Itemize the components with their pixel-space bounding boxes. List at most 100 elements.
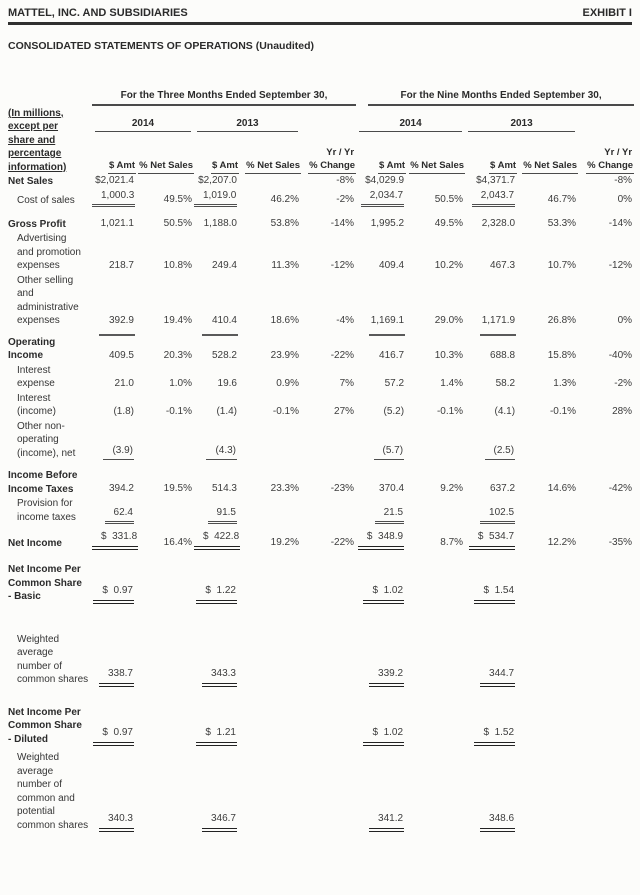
- value-cell: 62.4: [92, 497, 136, 525]
- value: -23%: [330, 483, 355, 494]
- value-cell: [406, 633, 465, 688]
- value: 53.8%: [270, 218, 299, 229]
- value: 343.3: [201, 667, 237, 687]
- value: 49.5%: [163, 194, 192, 205]
- value: 9.2%: [440, 483, 464, 494]
- value: (5.2): [383, 405, 405, 417]
- value-cell: 46.2%: [239, 189, 301, 208]
- value: 344.7: [480, 667, 516, 687]
- value: 514.3: [211, 483, 237, 494]
- value-cell: [136, 174, 194, 189]
- value: 14.6%: [547, 483, 577, 494]
- value-cell: 102.5: [465, 497, 517, 525]
- row-label: Advertising and promotion expenses: [17, 233, 81, 271]
- value-cell: $ 331.8: [92, 530, 139, 551]
- value: 467.3: [490, 259, 516, 271]
- value-cell: [136, 420, 194, 462]
- value-cell: 19.6: [194, 364, 239, 392]
- value: -4%: [336, 314, 355, 326]
- value: 50.5%: [434, 194, 464, 205]
- col-header-amt: $ Amt: [489, 160, 518, 174]
- year-header-9m-2013: 2013: [468, 118, 576, 132]
- value: 1,171.9: [481, 314, 516, 326]
- value-cell: 15.8%: [517, 336, 578, 364]
- value: 1.4%: [440, 377, 464, 389]
- value-cell: 637.2: [465, 469, 517, 497]
- year-header-row: 2014 2013 2014 2013: [8, 106, 634, 132]
- value: 7%: [339, 377, 355, 389]
- row-label: Net Income: [8, 537, 62, 549]
- value: -2%: [614, 377, 633, 389]
- value: 12.2%: [547, 537, 577, 548]
- value-cell: [406, 563, 465, 605]
- row-label: Gross Profit: [8, 218, 66, 230]
- value-cell: 19.5%: [136, 469, 194, 497]
- value: (4.3): [206, 444, 237, 460]
- value: 19.2%: [270, 537, 299, 548]
- col-header-yr-yr: Yr / Yr: [604, 147, 633, 158]
- value-cell: [517, 751, 578, 833]
- value: 16.4%: [163, 537, 192, 548]
- value-cell: 49.5%: [136, 189, 194, 208]
- exhibit-label: EXHIBIT I: [582, 7, 632, 19]
- value-cell: [136, 751, 194, 833]
- value-cell: 23.9%: [239, 336, 301, 364]
- value: 19.5%: [163, 483, 192, 494]
- value-cell: 392.9: [92, 274, 136, 329]
- value-cell: $ 534.7: [465, 530, 517, 551]
- value: 20.3%: [163, 349, 192, 361]
- value-cell: (2.5): [465, 420, 517, 462]
- value: 10.8%: [163, 259, 192, 271]
- value-cell: 14.6%: [517, 469, 578, 497]
- value-cell: 346.7: [194, 751, 239, 833]
- value: $ 1.02: [363, 726, 405, 746]
- value: $ 1.21: [196, 726, 237, 746]
- value-cell: -14%: [578, 217, 634, 232]
- period-header-row: (In millions, except per share and perce…: [8, 76, 635, 173]
- value: 58.2: [495, 377, 516, 389]
- row-label: Provision for income taxes: [17, 498, 76, 523]
- value-cell: -0.1%: [406, 392, 465, 420]
- value: 1.3%: [553, 377, 577, 389]
- table-row: Operating Income 409.5 20.3% 528.2 23.9% -22%…: [8, 336, 634, 364]
- three-months-header: For the Three Months Ended September 30,: [92, 76, 357, 106]
- value-cell: 344.7: [465, 633, 517, 688]
- value: (2.5): [484, 444, 516, 460]
- value-cell: 1,169.1: [356, 274, 406, 329]
- value-cell: 1,000.3: [92, 189, 136, 208]
- value-cell: [301, 420, 356, 462]
- value-cell: 218.7: [92, 232, 136, 274]
- statements-table-header: (In millions, except per share and perce…: [8, 76, 635, 174]
- value: -12%: [330, 259, 355, 271]
- value-cell: [136, 633, 194, 688]
- sum-rule: [369, 333, 406, 336]
- value: $ 534.7: [468, 530, 516, 550]
- value: $ 331.8: [92, 530, 139, 550]
- table-row: Provision for income taxes 62.4 91.5 21.5 10…: [8, 497, 634, 525]
- year-header-9m-2014: 2014: [359, 118, 463, 132]
- value: $4,371.7: [476, 175, 516, 186]
- value-cell: [239, 420, 301, 462]
- value-cell: $ 0.97: [92, 563, 136, 605]
- value-cell: -40%: [578, 336, 634, 364]
- spacer-row: [8, 688, 634, 706]
- col-header-amt: $ Amt: [210, 160, 239, 174]
- value-cell: 16.4%: [136, 530, 194, 551]
- value-cell: 416.7: [356, 336, 406, 364]
- value-cell: 10.2%: [406, 232, 465, 274]
- value-cell: (5.7): [356, 420, 406, 462]
- value: 57.2: [384, 377, 405, 389]
- value-cell: 10.8%: [136, 232, 194, 274]
- value: -35%: [608, 537, 633, 548]
- value-cell: (4.1): [465, 392, 517, 420]
- value-cell: 394.2: [92, 469, 136, 497]
- value-cell: -4%: [301, 274, 356, 329]
- value-cell: $ 0.97: [92, 706, 136, 748]
- value-cell: $ 1.54: [465, 563, 517, 605]
- value: 2,043.7: [471, 189, 516, 207]
- value: $ 348.9: [357, 530, 405, 550]
- value-cell: 0%: [578, 189, 634, 208]
- value-cell: 410.4: [194, 274, 239, 329]
- value-cell: [301, 706, 356, 748]
- value: -14%: [330, 218, 355, 229]
